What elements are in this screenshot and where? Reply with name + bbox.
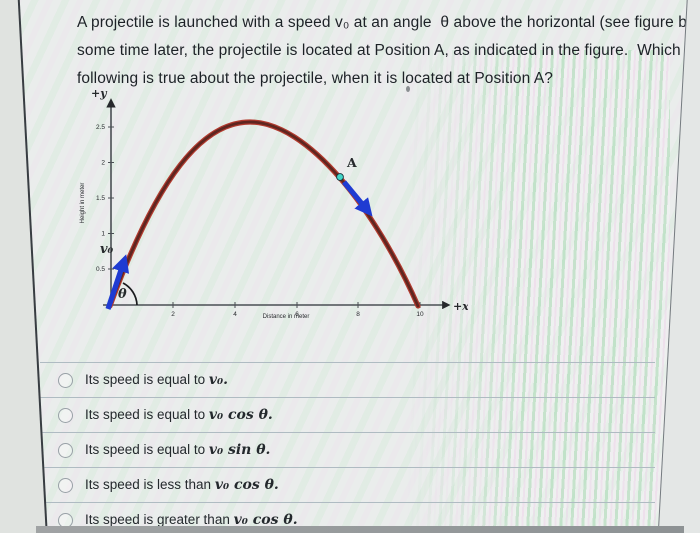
y-tick-label: 2 [101, 160, 105, 167]
x-tick-label: 8 [356, 311, 360, 318]
y-axis-caption: Height in meter [80, 183, 86, 224]
question-line: some time later, the projectile is locat… [77, 42, 700, 59]
x-ticks [172, 302, 421, 308]
option-row-speed-equal-v0cos[interactable]: Its speed is equal to v₀ cos θ. [40, 397, 655, 432]
photo-smudge [406, 86, 410, 92]
option-row-speed-less-v0cos[interactable]: Its speed is less than v₀ cos θ. [40, 467, 655, 502]
x-axis-name: +x [453, 300, 468, 313]
answer-options: Its speed is equal to v₀. Its speed is e… [40, 362, 655, 533]
radio-button[interactable] [58, 407, 73, 423]
point-a-marker [336, 173, 344, 181]
angle-arc [122, 282, 138, 306]
x-tick-label: 4 [233, 311, 237, 318]
question-text: A projectile is launched with a speed v₀… [77, 9, 700, 93]
option-label: Its speed is less than v₀ cos θ. [85, 477, 279, 493]
trajectory-figure: +y +x 0.5 1 1.5 2 2.5 2 4 6 8 10 Height … [80, 87, 468, 320]
y-tick-label: 1.5 [96, 195, 105, 202]
radio-button[interactable] [58, 477, 73, 493]
x-axis-caption: Distance in meter [263, 314, 310, 320]
radio-button[interactable] [58, 442, 73, 458]
option-label: Its speed is equal to v₀ sin θ. [85, 442, 271, 458]
radio-button[interactable] [58, 372, 73, 388]
point-a-label: A [346, 155, 357, 170]
trajectory-curve [107, 119, 421, 309]
option-label: Its speed is greater than v₀ cos θ. [85, 512, 298, 528]
option-row-speed-greater-v0cos[interactable]: Its speed is greater than v₀ cos θ. [40, 502, 655, 533]
option-label: Its speed is equal to v₀ cos θ. [85, 407, 273, 423]
y-tick-label: 1 [101, 231, 105, 238]
trajectory-curve-core [108, 120, 420, 308]
point-a-velocity-arrow [341, 180, 373, 217]
x-tick-label: 2 [171, 311, 175, 318]
page-bottom-shadow [36, 526, 684, 533]
question-line: following is true about the projectile, … [77, 70, 554, 87]
page-left-edge [0, 0, 49, 533]
option-label: Its speed is equal to v₀. [85, 372, 228, 388]
angle-label: θ [118, 287, 127, 302]
y-tick-label: 2.5 [96, 124, 105, 131]
launch-velocity-arrow [105, 254, 130, 310]
option-row-speed-equal-v0sin[interactable]: Its speed is equal to v₀ sin θ. [40, 432, 655, 467]
x-tick-label: 10 [416, 311, 424, 318]
question-line: A projectile is launched with a speed v₀… [77, 14, 700, 31]
y-axis-name: +y [91, 87, 108, 100]
option-row-speed-equal-v0[interactable]: Its speed is equal to v₀. [40, 362, 655, 397]
x-tick-label: 6 [295, 311, 299, 318]
y-tick-label: 0.5 [96, 266, 105, 273]
launch-speed-label: v₀ [100, 242, 114, 257]
